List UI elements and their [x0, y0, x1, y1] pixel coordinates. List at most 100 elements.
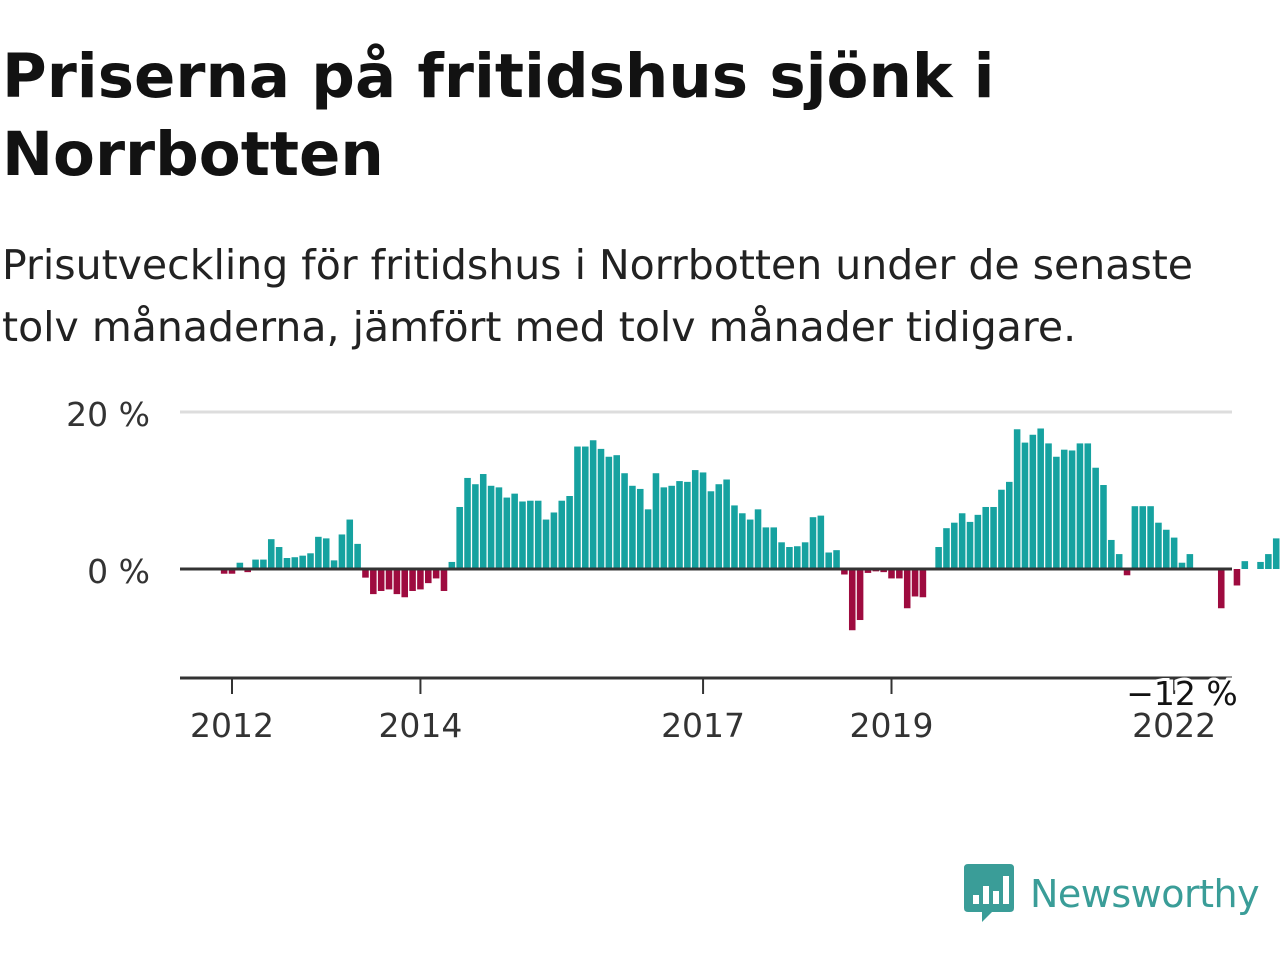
- bar: [864, 569, 872, 573]
- bar: [456, 506, 463, 569]
- bar: [809, 517, 817, 569]
- bar: [801, 542, 809, 569]
- bar: [228, 569, 236, 574]
- bar: [739, 513, 746, 569]
- bar: [1170, 537, 1178, 569]
- last-value-label: −12 %: [1126, 674, 1238, 713]
- bar: [260, 559, 267, 569]
- x-tick-label-2014: 2014: [378, 706, 462, 745]
- bar: [605, 456, 613, 569]
- bar: [1123, 569, 1131, 576]
- bar: [911, 569, 919, 597]
- bar-chart: 20 % 0 % 201220142017201920222024 −12 %: [66, 395, 1280, 745]
- bar: [1272, 538, 1280, 569]
- bar: [1100, 485, 1107, 569]
- bar: [888, 569, 895, 579]
- bar: [338, 534, 346, 569]
- bar: [1006, 481, 1013, 569]
- bar: [558, 500, 566, 569]
- bar: [794, 546, 801, 569]
- chart-title: Priserna på fritidshus sjönk i Norrbotte…: [2, 41, 995, 190]
- bar: [1076, 443, 1084, 569]
- bar: [691, 470, 699, 569]
- bar-series: [220, 428, 1280, 631]
- bar: [1265, 554, 1272, 569]
- brand-name: Newsworthy: [1030, 872, 1260, 916]
- bar: [597, 448, 605, 569]
- bar: [1217, 569, 1225, 609]
- bar: [974, 514, 982, 569]
- bar: [982, 506, 989, 569]
- bar: [754, 509, 762, 569]
- bar: [236, 562, 244, 569]
- bar: [582, 446, 589, 569]
- bar: [715, 484, 723, 569]
- bar: [778, 542, 785, 569]
- bar: [1115, 554, 1123, 569]
- bar: [417, 569, 424, 590]
- bar: [817, 515, 825, 569]
- bar: [534, 500, 542, 569]
- bar: [252, 559, 259, 569]
- bar: [1045, 443, 1052, 569]
- bar: [472, 484, 479, 569]
- bar: [951, 522, 958, 569]
- bar: [315, 536, 322, 569]
- bar: [503, 497, 511, 569]
- newsworthy-logo-icon: [964, 864, 1014, 922]
- bar: [283, 558, 291, 569]
- bar: [1068, 450, 1076, 569]
- bar: [833, 550, 840, 569]
- bar: [307, 553, 314, 569]
- bar: [1241, 561, 1249, 569]
- bar: [574, 446, 581, 569]
- bar: [1155, 522, 1162, 569]
- bar: [432, 569, 440, 579]
- bar: [1037, 428, 1044, 569]
- bar: [1139, 506, 1147, 569]
- bar: [998, 489, 1005, 569]
- bar: [1084, 443, 1092, 569]
- bar: [377, 569, 385, 591]
- bar: [346, 519, 354, 569]
- bar: [393, 569, 401, 595]
- bar: [370, 569, 377, 595]
- bar: [519, 501, 526, 569]
- bar: [660, 487, 668, 569]
- bar: [1257, 561, 1264, 569]
- bar: [1021, 442, 1029, 569]
- bar: [644, 509, 652, 569]
- bar: [527, 500, 534, 569]
- bar: [770, 527, 778, 569]
- bar: [1186, 554, 1194, 569]
- bar: [511, 493, 518, 569]
- y-tick-label-20: 20 %: [66, 395, 150, 434]
- bar: [385, 569, 393, 590]
- bar: [723, 479, 730, 569]
- bar: [322, 538, 330, 569]
- bar: [903, 569, 911, 609]
- bar: [1131, 506, 1139, 569]
- bar: [1060, 449, 1068, 569]
- bar: [495, 487, 503, 569]
- bar: [542, 519, 550, 569]
- bar: [896, 569, 903, 579]
- bar: [707, 491, 715, 569]
- bar: [699, 472, 707, 569]
- bar: [1092, 467, 1099, 569]
- bar: [1108, 539, 1115, 569]
- bar: [848, 569, 856, 631]
- bar: [487, 485, 495, 569]
- bar: [880, 569, 887, 573]
- bar: [943, 528, 950, 569]
- x-tick-label-2019: 2019: [850, 706, 934, 745]
- bar: [825, 552, 832, 569]
- x-axis-ticks: 201220142017201920222024: [190, 678, 1216, 745]
- bar: [935, 547, 942, 569]
- newsworthy-logo: Newsworthy: [962, 862, 1260, 926]
- bar: [676, 481, 683, 569]
- bar: [464, 477, 471, 569]
- bar: [267, 539, 275, 569]
- bar: [440, 569, 448, 591]
- bar: [668, 485, 675, 569]
